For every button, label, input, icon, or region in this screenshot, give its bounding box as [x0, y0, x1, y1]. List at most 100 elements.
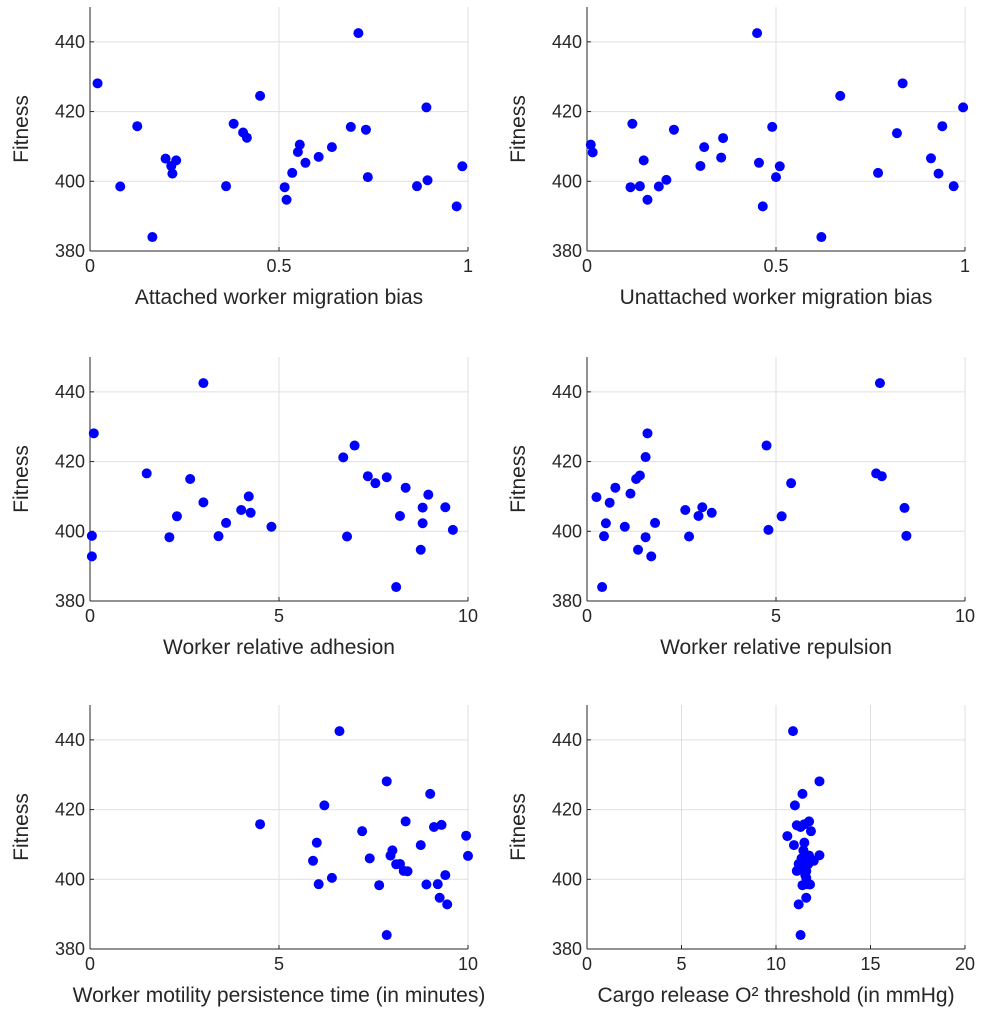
y-tick-label: 380 [552, 939, 582, 959]
data-point [245, 507, 256, 518]
x-tick-label: 0 [582, 606, 592, 626]
data-point [789, 800, 800, 811]
data-point [795, 930, 806, 941]
data-point [788, 840, 799, 851]
data-point [891, 128, 902, 139]
data-point [788, 726, 799, 737]
data-point [279, 182, 290, 193]
y-axis-label: Fitness [507, 793, 530, 861]
data-point [693, 510, 704, 521]
data-point [661, 174, 672, 185]
data-point [585, 139, 596, 150]
data-point [814, 776, 825, 787]
data-point [362, 471, 373, 482]
data-point [362, 172, 373, 183]
x-tick-label: 10 [458, 606, 478, 626]
x-axis-label: Worker relative repulsion [660, 636, 892, 659]
data-point [625, 488, 636, 499]
data-point [757, 201, 768, 212]
data-point [428, 822, 439, 832]
data-point [640, 532, 651, 543]
data-point [447, 524, 458, 535]
data-point [625, 182, 636, 193]
data-point [461, 830, 472, 841]
data-point [897, 78, 908, 89]
data-point [680, 505, 691, 516]
data-point [243, 491, 254, 502]
scatter-panel-5: 0 5 10 380 400 420 440 Worker motility persiste… [10, 705, 485, 1007]
data-point [402, 866, 413, 877]
data-point [697, 502, 708, 513]
x-tick-label: 10 [766, 954, 786, 974]
y-tick-label: 380 [55, 591, 85, 611]
data-point [653, 181, 664, 192]
data-point [411, 181, 422, 192]
data-point [835, 90, 846, 101]
data-point [684, 531, 695, 542]
y-tick-label: 420 [552, 800, 582, 820]
data-point [185, 474, 196, 484]
data-point [933, 168, 944, 179]
x-tick-label: 0.5 [763, 256, 788, 276]
data-point [422, 175, 433, 186]
data-point [782, 831, 793, 842]
data-point [326, 872, 337, 883]
data-point [587, 147, 598, 158]
data-point [752, 28, 763, 39]
scatter-panel-2: 0 0.5 1 380 400 420 440 Unattached worker migra… [507, 7, 970, 309]
y-tick-label: 400 [55, 171, 85, 191]
data-point [319, 800, 330, 811]
data-point [294, 139, 305, 150]
data-point [160, 153, 171, 164]
data-point [799, 837, 810, 848]
y-tick-label: 380 [552, 241, 582, 261]
data-point [634, 181, 645, 192]
y-tick-label: 420 [552, 452, 582, 472]
data-point [440, 502, 451, 513]
data-point [457, 161, 468, 172]
data-point [432, 879, 443, 890]
data-point [198, 497, 209, 508]
data-point [442, 899, 453, 910]
y-tick-label: 420 [55, 452, 85, 472]
data-point [86, 551, 97, 562]
data-point [415, 544, 426, 555]
data-point [776, 511, 787, 522]
y-axis-label: Fitness [10, 95, 33, 163]
data-point [171, 155, 182, 166]
x-tick-label: 5 [274, 606, 284, 626]
data-point [591, 492, 602, 503]
data-point [619, 521, 630, 532]
data-point [873, 167, 884, 178]
data-point [228, 118, 239, 129]
data-point [699, 142, 710, 153]
x-axis-label: Cargo release O² threshold (in mmHg) [597, 984, 954, 1007]
data-point [761, 440, 772, 451]
x-tick-label: 20 [955, 954, 975, 974]
data-point [791, 820, 802, 831]
data-point [308, 855, 319, 866]
data-point [391, 582, 402, 593]
data-point [958, 102, 969, 113]
y-axis-label: Fitness [10, 793, 33, 861]
y-tick-label: 440 [552, 730, 582, 750]
y-axis-label: Fitness [507, 445, 530, 513]
data-point [876, 471, 887, 482]
x-tick-label: 5 [676, 954, 686, 974]
data-point [167, 168, 178, 179]
data-point [436, 819, 447, 830]
data-point [899, 502, 910, 513]
data-point [642, 194, 653, 205]
data-point [415, 840, 426, 851]
x-axis-label: Worker relative adhesion [163, 636, 395, 659]
data-point [463, 850, 473, 861]
data-point [421, 102, 432, 113]
y-tick-label: 440 [552, 382, 582, 402]
data-point [86, 530, 97, 541]
data-point [417, 518, 428, 529]
y-tick-label: 420 [552, 102, 582, 122]
data-point [334, 726, 345, 737]
data-point [381, 472, 392, 483]
x-tick-label: 5 [771, 606, 781, 626]
data-point [786, 478, 797, 489]
